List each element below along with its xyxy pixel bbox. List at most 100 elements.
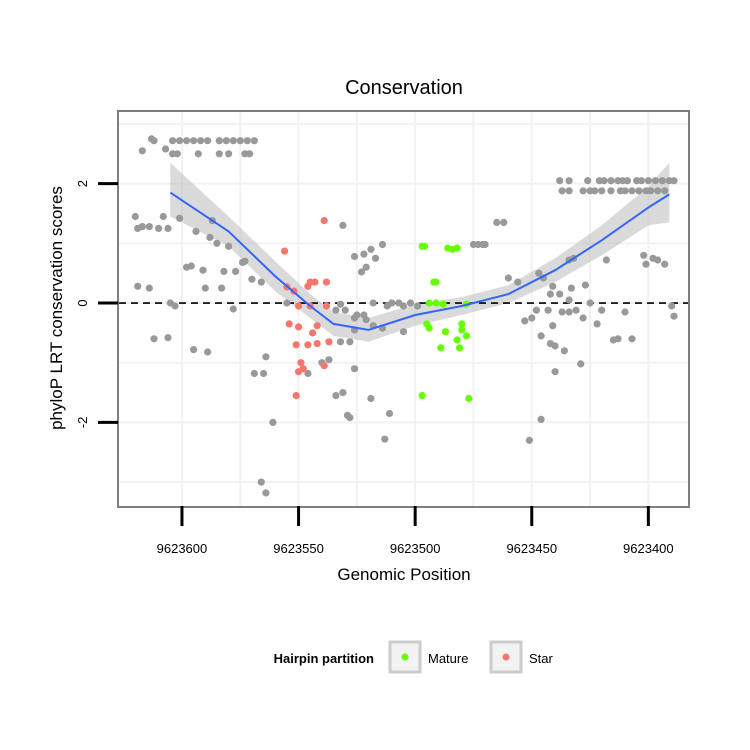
data-point-other [169,137,177,145]
data-point-star [320,217,328,225]
data-point-other [591,187,599,195]
data-point-other [332,392,340,400]
data-point-mature [425,324,433,332]
data-point-other [670,312,678,320]
data-point-mature [425,299,433,307]
data-point-other [341,306,349,314]
data-point-other [598,306,606,314]
data-point-other [204,348,212,356]
data-point-other [535,269,543,277]
data-point-other [640,251,648,259]
data-point-other [304,369,312,378]
data-point-other [353,311,361,319]
data-point-other [537,332,545,340]
data-point-other [537,415,545,423]
data-point-star [313,340,321,348]
data-point-other [668,302,676,310]
data-point-mature [455,344,464,352]
data-point-other [269,418,277,426]
data-point-other [257,478,265,486]
data-point-other [190,346,198,354]
data-point-other [521,317,529,325]
data-point-other [593,320,601,328]
data-point-other [500,218,508,226]
legend-entry-mature: Mature [388,640,468,674]
x-tick-label: 9623550 [273,541,324,556]
data-point-star [322,278,331,286]
data-point-mature [453,244,461,252]
data-point-other [586,299,594,307]
data-point-star [322,302,331,310]
data-point-other [213,239,221,247]
data-point-other [598,187,606,195]
y-axis: -2 0 2 [75,180,118,428]
data-point-other [378,240,387,249]
panel-border [117,110,690,508]
data-point-other [577,360,585,368]
data-point-mature [418,392,426,400]
data-point-mature [420,242,429,250]
data-point-star [320,362,328,370]
y-tick-label: 0 [75,299,90,306]
data-point-other [229,305,237,313]
data-point-other [250,369,258,378]
data-point-other [159,212,167,221]
data-point-other [572,306,580,314]
data-point-other [222,137,230,145]
data-point-other [250,137,258,145]
data-point-other [236,137,244,145]
data-point-other [584,177,592,185]
data-point-other [549,282,557,290]
data-point-other [481,240,489,249]
data-point-other [549,322,557,330]
data-point-other [558,187,566,195]
data-point-other [544,306,552,314]
data-point-other [381,435,389,443]
data-point-other [336,338,345,346]
data-point-other [565,187,573,195]
data-point-mature [462,332,471,340]
data-point-other [229,137,237,145]
data-point-other [546,290,555,298]
data-point-other [399,328,408,336]
data-point-other [369,299,377,307]
x-axis-title: Genomic Position [337,565,470,584]
data-point-other [560,347,569,355]
data-point-other [262,489,270,497]
data-point-mature [458,326,466,334]
data-point-other [131,212,139,221]
data-point-other [565,296,573,304]
y-axis-title: phyloP LRT conservation scores [47,186,66,430]
data-point-other [607,177,615,185]
data-point-star [309,329,317,337]
data-point-other [602,256,611,264]
data-point-other [350,365,359,373]
data-point-other [346,338,354,346]
data-point-other [194,150,202,158]
data-point-other [218,284,226,292]
data-point-star [304,341,312,349]
data-point-other [246,150,254,158]
data-point-star [281,247,289,255]
x-axis: 9623600 9623550 9623500 9623450 9623400 [157,506,674,556]
data-point-other [621,308,629,316]
data-point-other [399,302,408,310]
legend: Hairpin partition Mature Star [274,640,554,674]
data-point-other [367,245,375,253]
data-point-other [600,177,608,185]
data-point-star [292,392,300,400]
data-point-other [647,187,655,195]
data-point-other [621,187,629,195]
data-point-other [654,256,662,264]
x-tick-label: 9623500 [390,541,441,556]
data-point-other [192,227,200,235]
data-point-other [551,368,559,376]
data-point-star [292,341,300,349]
data-point-mature [453,336,461,344]
data-point-other [558,308,566,316]
data-point-other [528,314,536,322]
data-point-mature [439,300,447,308]
data-point-star [325,338,333,346]
data-point-other [514,278,522,286]
